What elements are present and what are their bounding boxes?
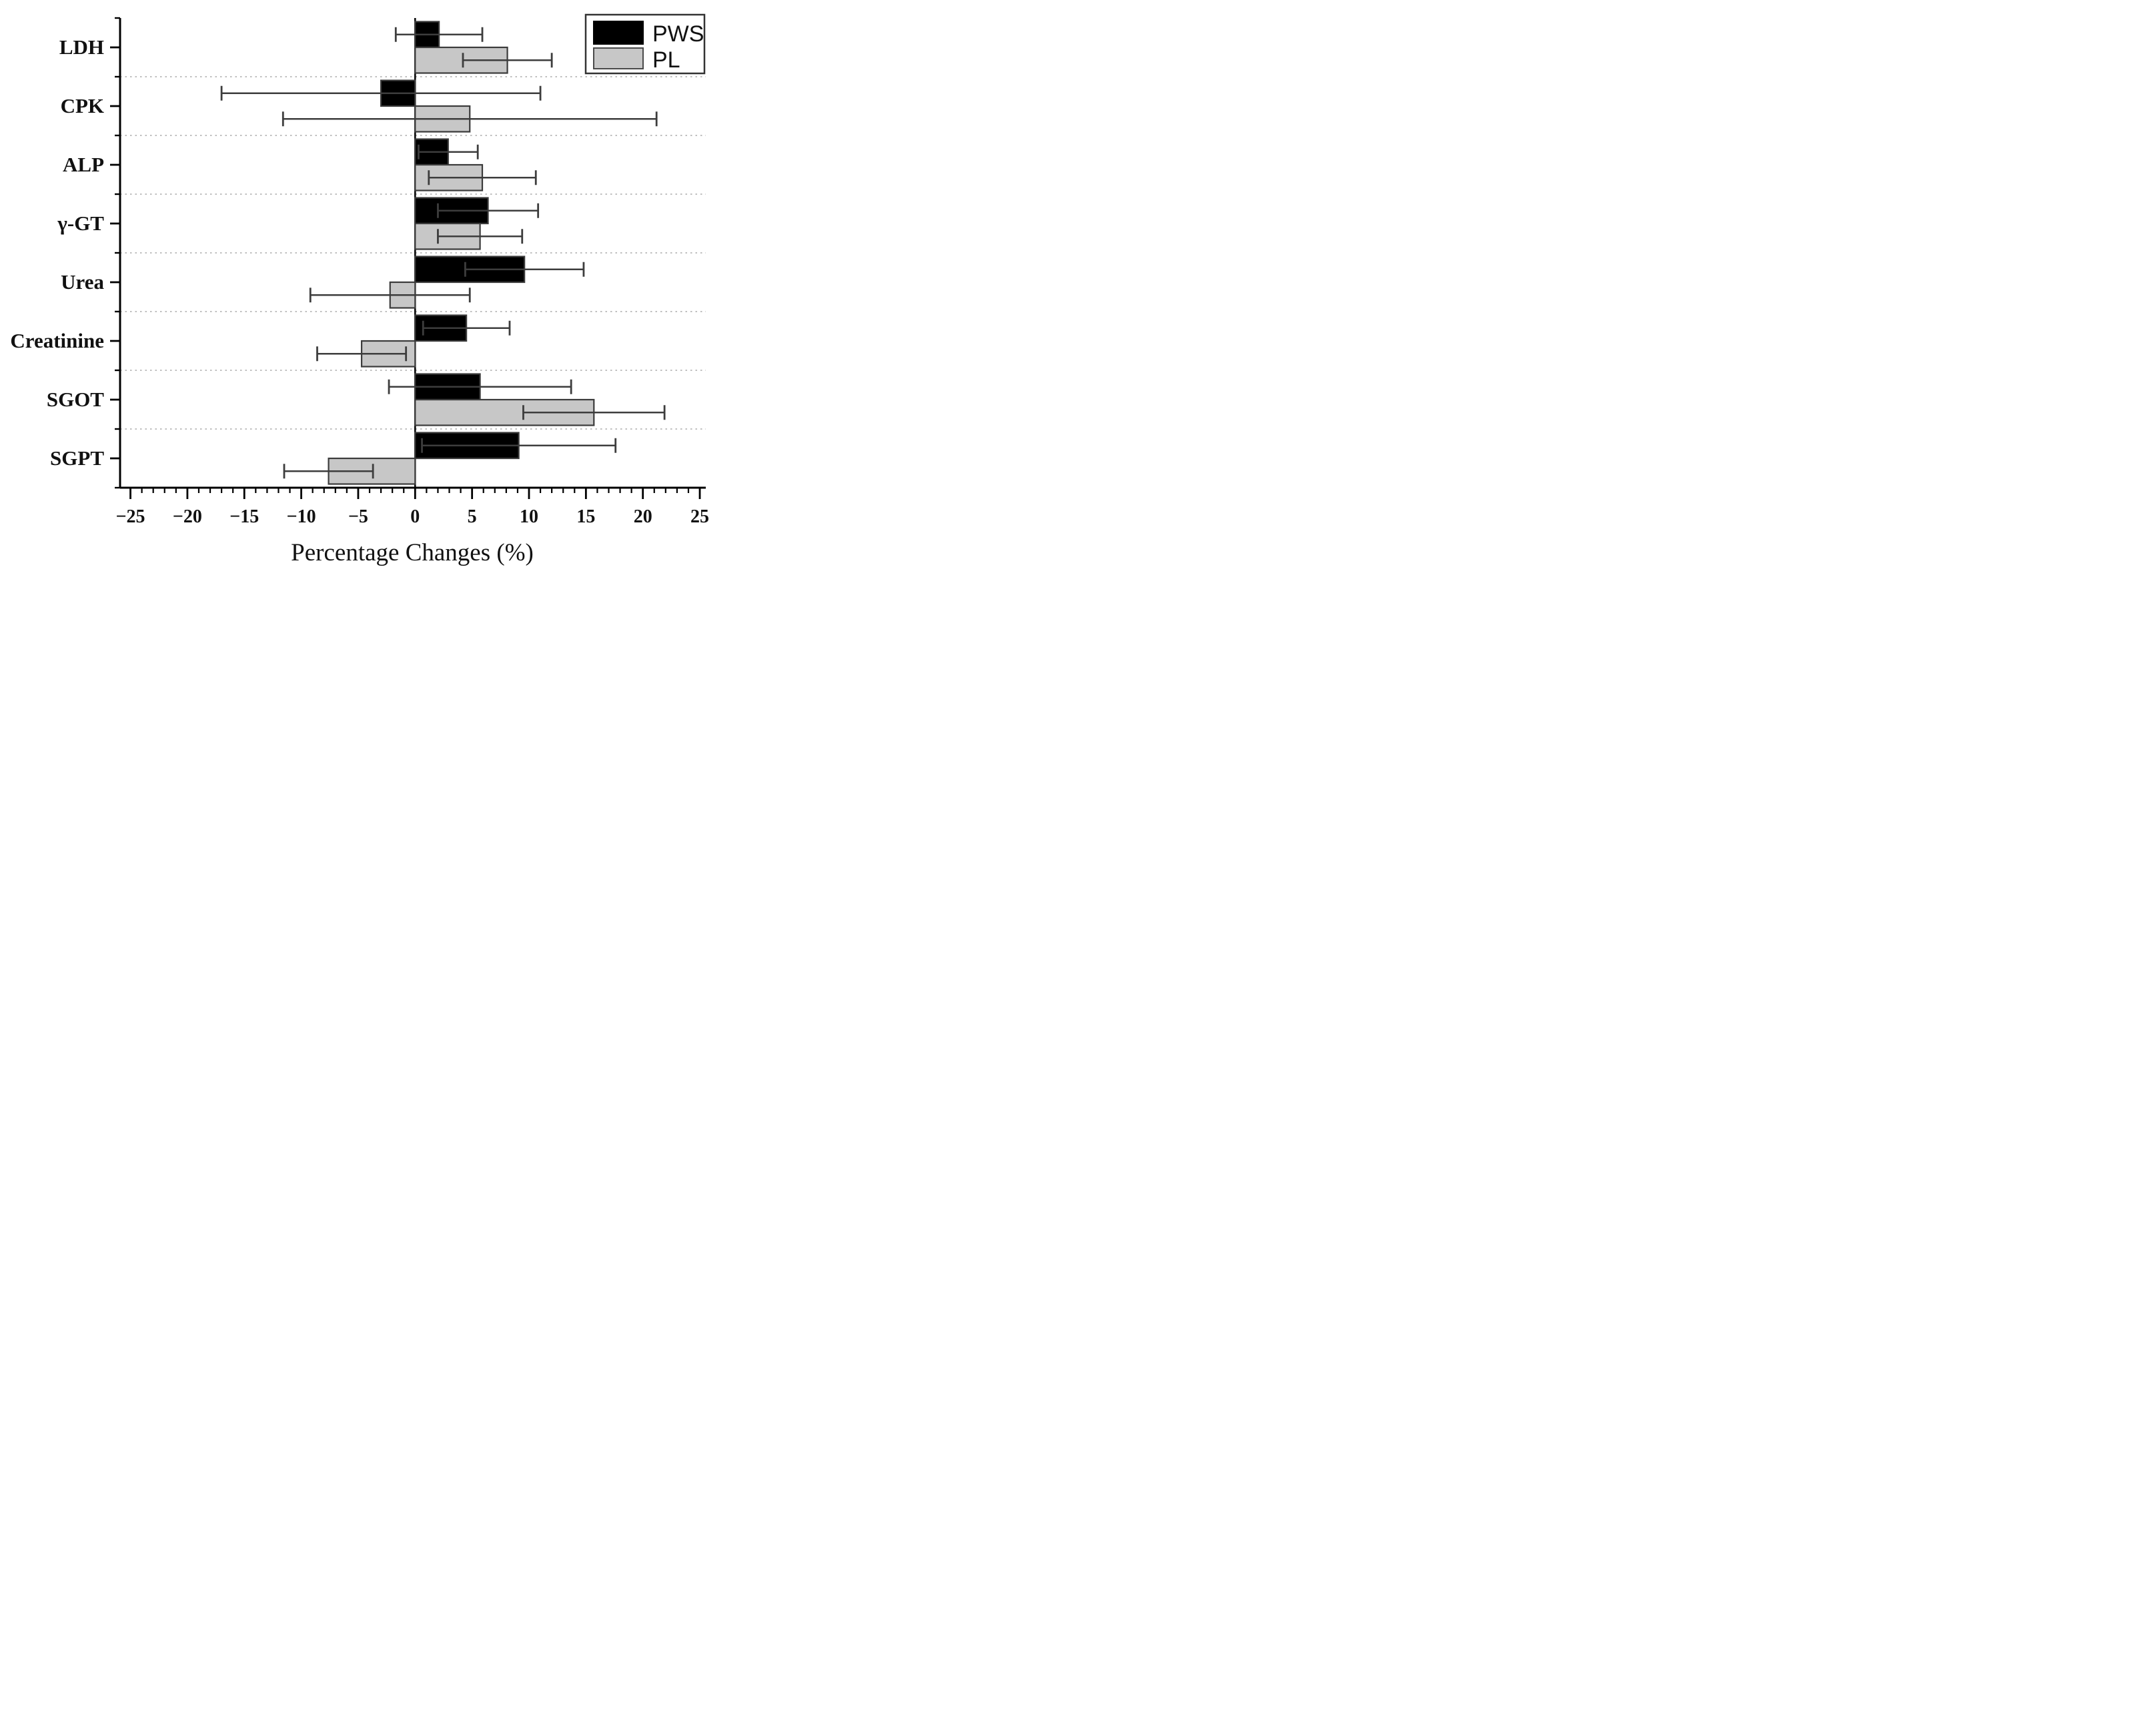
category-label-ldh: LDH <box>59 35 104 59</box>
category-label-sgpt: SGPT <box>50 446 104 470</box>
category-label-creatinine: Creatinine <box>10 329 104 352</box>
x-tick-label: 10 <box>520 506 538 527</box>
legend-swatch-pws <box>593 21 644 45</box>
x-tick-label: 20 <box>634 506 652 527</box>
x-axis-title: Percentage Changes (%) <box>291 539 534 566</box>
percentage-changes-bar-chart: LDH CPK ALP γ-GT Urea Creatinine SGOT SGPT −25 −2… <box>10 13 709 566</box>
x-tick-label: 0 <box>410 506 420 527</box>
x-tick-label: −15 <box>229 506 259 527</box>
bar-chart-figure: LDH CPK ALP γ-GT Urea Creatinine SGOT SGPT −25 −2… <box>0 0 715 578</box>
legend-swatch-pl <box>593 47 644 69</box>
category-label-urea: Urea <box>61 270 104 294</box>
x-tick-label: 5 <box>468 506 477 527</box>
x-tick-label: −10 <box>287 506 316 527</box>
legend-label-pws: PWS <box>652 21 704 47</box>
x-tick-label: −20 <box>173 506 202 527</box>
x-tick-label: 25 <box>690 506 709 527</box>
category-label-cpk: CPK <box>61 94 104 117</box>
x-tick-label: −25 <box>116 506 145 527</box>
x-tick-label: −5 <box>348 506 368 527</box>
category-label-γ-gt: γ-GT <box>57 211 104 235</box>
x-tick-label: 15 <box>576 506 595 527</box>
legend: PWS PL <box>584 13 706 75</box>
category-label-sgot: SGOT <box>47 388 104 411</box>
plot-area: LDH CPK ALP γ-GT Urea Creatinine SGOT SGPT −25 −2… <box>10 17 709 527</box>
category-label-alp: ALP <box>63 153 104 176</box>
legend-label-pl: PL <box>652 47 680 73</box>
